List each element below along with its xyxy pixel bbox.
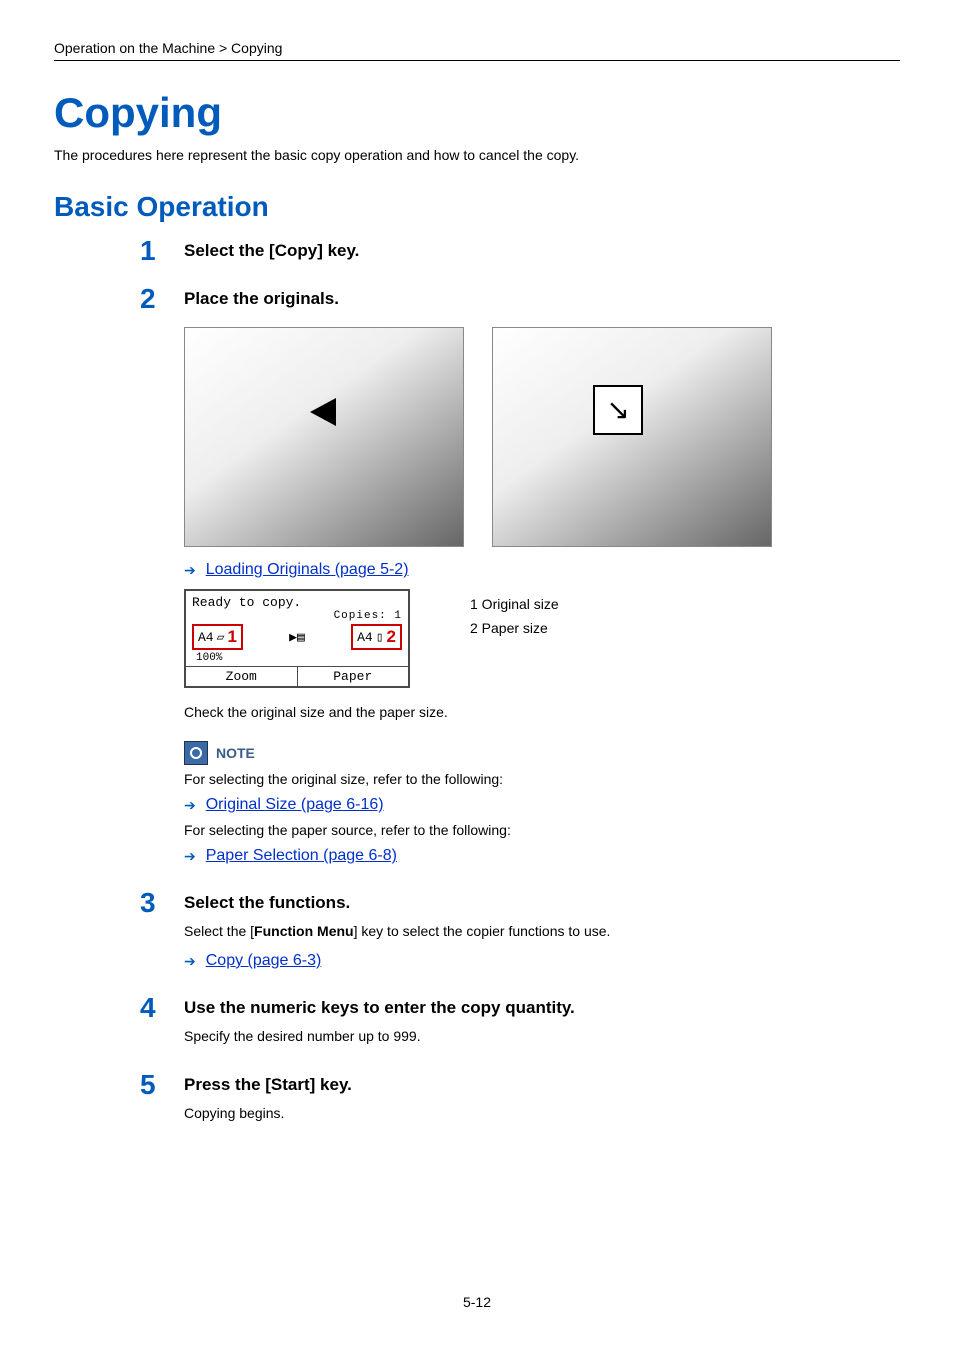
section-title: Basic Operation: [54, 191, 900, 223]
step-num: 3: [140, 887, 156, 919]
corner-arrow-icon: ↘: [593, 385, 643, 435]
lcd-legend: 1 Original size 2 Paper size: [470, 589, 559, 641]
divider: [54, 60, 900, 61]
lcd-sizes: A4▱ 1 ▶▤ A4▯ 2: [186, 624, 408, 652]
breadcrumb: Operation on the Machine > Copying: [54, 40, 900, 56]
step-title: Press the [Start] key.: [184, 1075, 900, 1095]
steps-list: 1 Select the [Copy] key. 2 Place the ori…: [184, 241, 900, 1124]
paper-selection-link[interactable]: Paper Selection (page 6-8): [206, 847, 397, 865]
text-part: ] key to select the copier functions to …: [354, 923, 611, 939]
original-size-box: A4▱ 1: [192, 624, 243, 650]
step-num: 4: [140, 992, 156, 1024]
arrow-icon: ➔: [184, 562, 196, 579]
step-1: 1 Select the [Copy] key.: [184, 241, 900, 261]
intro-text: The procedures here represent the basic …: [54, 147, 900, 163]
loading-originals-link[interactable]: Loading Originals (page 5-2): [206, 561, 409, 579]
legend-item: 2 Paper size: [470, 617, 559, 641]
lcd-softkeys: Zoom Paper: [186, 666, 408, 686]
link-row: ➔ Copy (page 6-3): [184, 952, 900, 970]
arrow-icon: ➔: [184, 848, 196, 865]
size-label: A4: [198, 630, 214, 645]
step-text: Specify the desired number up to 999.: [184, 1026, 900, 1047]
note-label: NOTE: [216, 745, 255, 761]
illustration-row: ↘: [184, 327, 900, 547]
step-num: 2: [140, 283, 156, 315]
lcd-status: Ready to copy.: [186, 591, 408, 610]
step-4: 4 Use the numeric keys to enter the copy…: [184, 998, 900, 1047]
link-row: ➔ Loading Originals (page 5-2): [184, 561, 900, 579]
page-number: 5-12: [0, 1294, 954, 1310]
note-text: For selecting the original size, refer t…: [184, 769, 900, 790]
note-icon: [184, 741, 208, 765]
step-title: Select the functions.: [184, 893, 900, 913]
step-text: Check the original size and the paper si…: [184, 702, 900, 723]
step-text: Select the [Function Menu] key to select…: [184, 921, 900, 942]
link-row: ➔ Paper Selection (page 6-8): [184, 847, 900, 865]
step-title: Place the originals.: [184, 289, 900, 309]
arrow-icon: ➔: [184, 953, 196, 970]
page: Operation on the Machine > Copying Copyi…: [0, 0, 954, 1350]
step-5: 5 Press the [Start] key. Copying begins.: [184, 1075, 900, 1124]
copy-link[interactable]: Copy (page 6-3): [206, 952, 322, 970]
text-part: Select the [: [184, 923, 254, 939]
page-title: Copying: [54, 89, 900, 137]
callout-1: 1: [227, 627, 236, 647]
paper-size-box: A4▯ 2: [351, 624, 402, 650]
zoom-softkey: Zoom: [186, 667, 298, 686]
step-3: 3 Select the functions. Select the [Func…: [184, 893, 900, 970]
size-label: A4: [357, 630, 373, 645]
arrow-icon: ➔: [184, 797, 196, 814]
legend-item: 1 Original size: [470, 593, 559, 617]
note-header: NOTE: [184, 741, 900, 765]
step-2: 2 Place the originals. ↘ ➔ Loading Origi…: [184, 289, 900, 865]
lcd-zoom-pct: 100%: [186, 652, 408, 666]
link-row: ➔ Original Size (page 6-16): [184, 796, 900, 814]
callout-2: 2: [387, 627, 396, 647]
printer-platen-icon: ↘: [492, 327, 772, 547]
transfer-icon: ▶▤: [289, 630, 305, 645]
step-text: Copying begins.: [184, 1103, 900, 1124]
lcd-legend-row: Ready to copy. Copies: 1 A4▱ 1 ▶▤ A4▯ 2: [184, 589, 900, 688]
note-text: For selecting the paper source, refer to…: [184, 820, 900, 841]
paper-softkey: Paper: [298, 667, 409, 686]
printer-adf-icon: [184, 327, 464, 547]
step-title: Select the [Copy] key.: [184, 241, 900, 261]
lcd-copies: Copies: 1: [186, 610, 408, 624]
step-num: 5: [140, 1069, 156, 1101]
text-bold: Function Menu: [254, 923, 354, 939]
original-size-link[interactable]: Original Size (page 6-16): [206, 796, 384, 814]
step-num: 1: [140, 235, 156, 267]
lcd-screen: Ready to copy. Copies: 1 A4▱ 1 ▶▤ A4▯ 2: [184, 589, 410, 688]
step-title: Use the numeric keys to enter the copy q…: [184, 998, 900, 1018]
